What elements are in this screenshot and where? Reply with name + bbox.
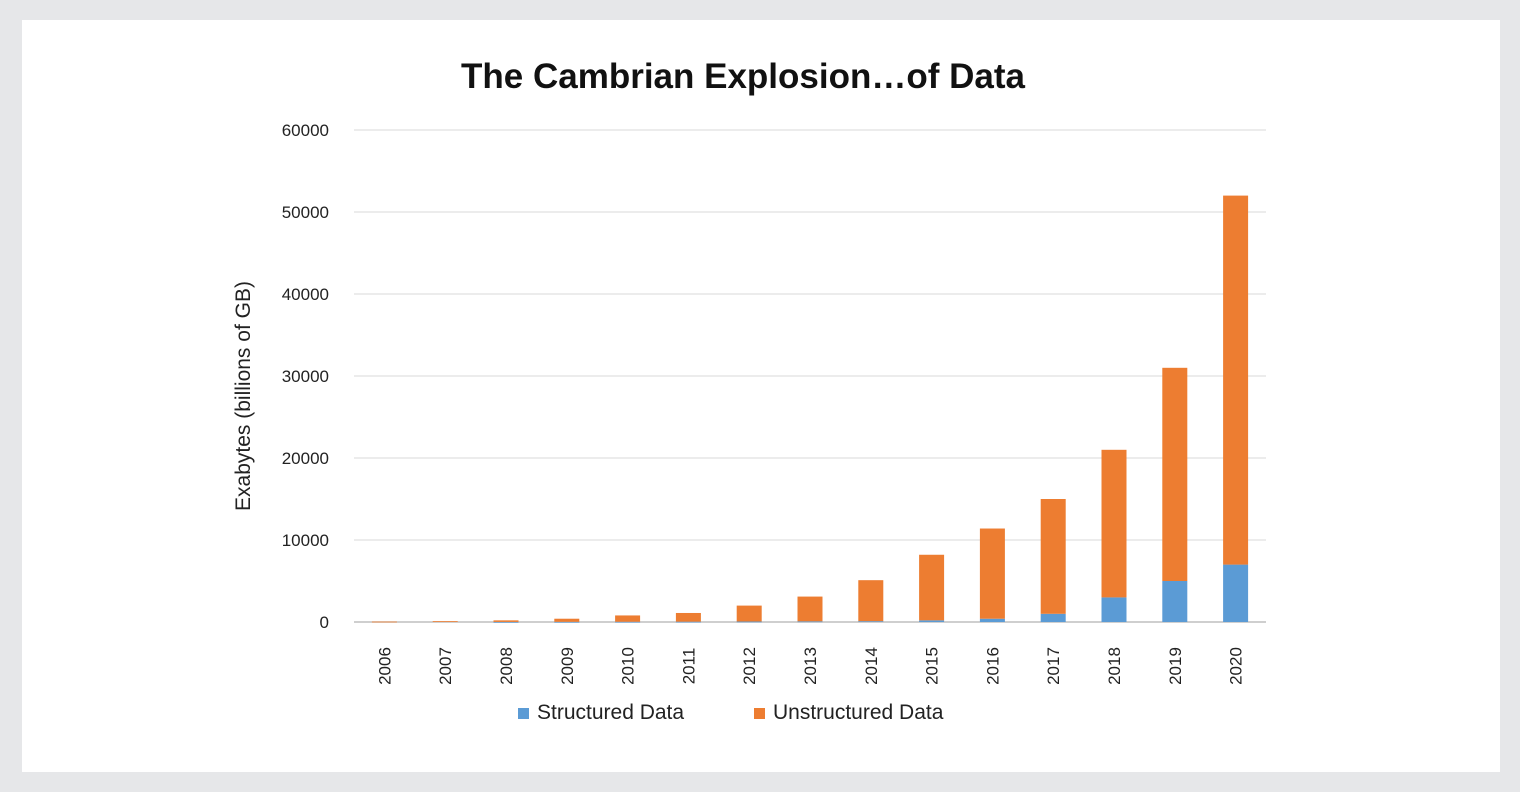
x-tick-label: 2008 — [497, 647, 516, 685]
x-tick-label: 2020 — [1227, 647, 1246, 685]
legend-swatch — [518, 708, 529, 719]
x-tick-label: 2010 — [619, 647, 638, 685]
y-axis-ticks: 0 10000 20000 30000 40000 50000 60000 — [282, 121, 329, 632]
bars — [371, 195, 1249, 623]
x-tick-label: 2015 — [923, 647, 942, 685]
bar-unstructured-data-2013 — [797, 596, 823, 622]
x-tick-label: 2006 — [375, 647, 394, 685]
chart-card: The Cambrian Explosion…of Data Exabytes … — [22, 20, 1500, 772]
x-tick-label: 2016 — [983, 647, 1002, 685]
x-tick-label: 2019 — [1166, 647, 1185, 685]
bar-unstructured-data-2012 — [736, 605, 762, 622]
bar-unstructured-data-2010 — [615, 615, 641, 622]
bar-unstructured-data-2011 — [675, 612, 701, 622]
x-tick-label: 2011 — [679, 648, 698, 685]
bar-structured-data-2018 — [1101, 597, 1127, 622]
x-tick-label: 2018 — [1105, 647, 1124, 685]
bar-unstructured-data-2006 — [371, 621, 397, 623]
x-tick-label: 2009 — [558, 647, 577, 685]
x-tick-label: 2013 — [801, 647, 820, 685]
gridlines — [354, 129, 1266, 623]
legend-label: Unstructured Data — [773, 701, 944, 724]
x-axis-ticks: 2006 2007 2008 2009 2010 2011 2012 2013 2014 2015… — [375, 647, 1245, 685]
y-axis-label: Exabytes (billions of GB) — [232, 281, 255, 511]
x-tick-label: 2014 — [862, 647, 881, 685]
bar-structured-data-2019 — [1162, 581, 1188, 622]
x-tick-label: 2012 — [740, 647, 759, 685]
y-tick-label: 0 — [320, 613, 329, 632]
y-tick-label: 10000 — [282, 531, 329, 550]
bar-structured-data-2010 — [615, 621, 641, 623]
bar-unstructured-data-2019 — [1162, 367, 1188, 581]
bar-unstructured-data-2016 — [979, 528, 1005, 619]
bar-unstructured-data-2018 — [1101, 449, 1127, 598]
bar-structured-data-2016 — [979, 618, 1005, 622]
bar-unstructured-data-2014 — [858, 580, 884, 622]
bar-unstructured-data-2017 — [1040, 499, 1066, 614]
x-tick-label: 2007 — [436, 647, 455, 685]
legend-swatch — [754, 708, 765, 719]
legend: Structured Data Unstructured Data — [518, 701, 944, 724]
bar-structured-data-2009 — [554, 621, 580, 623]
y-tick-label: 30000 — [282, 367, 329, 386]
x-tick-label: 2017 — [1044, 647, 1063, 685]
legend-label: Structured Data — [537, 701, 684, 724]
bar-structured-data-2015 — [919, 620, 945, 622]
chart-title: The Cambrian Explosion…of Data — [461, 57, 1025, 96]
bar-structured-data-2017 — [1040, 613, 1066, 622]
bar-unstructured-data-2015 — [919, 554, 945, 621]
bar-structured-data-2020 — [1223, 564, 1249, 622]
bar-chart: The Cambrian Explosion…of Data Exabytes … — [232, 57, 1266, 724]
bar-structured-data-2012 — [736, 621, 762, 623]
bar-unstructured-data-2020 — [1223, 195, 1249, 565]
y-tick-label: 20000 — [282, 449, 329, 468]
y-tick-label: 60000 — [282, 121, 329, 140]
bar-unstructured-data-2007 — [432, 621, 458, 622]
bar-structured-data-2014 — [858, 621, 884, 622]
bar-unstructured-data-2008 — [493, 620, 519, 622]
y-tick-label: 40000 — [282, 285, 329, 304]
bar-structured-data-2008 — [493, 621, 519, 623]
bar-structured-data-2011 — [675, 621, 701, 623]
y-tick-label: 50000 — [282, 203, 329, 222]
bar-unstructured-data-2009 — [554, 618, 580, 622]
bar-structured-data-2013 — [797, 621, 823, 623]
